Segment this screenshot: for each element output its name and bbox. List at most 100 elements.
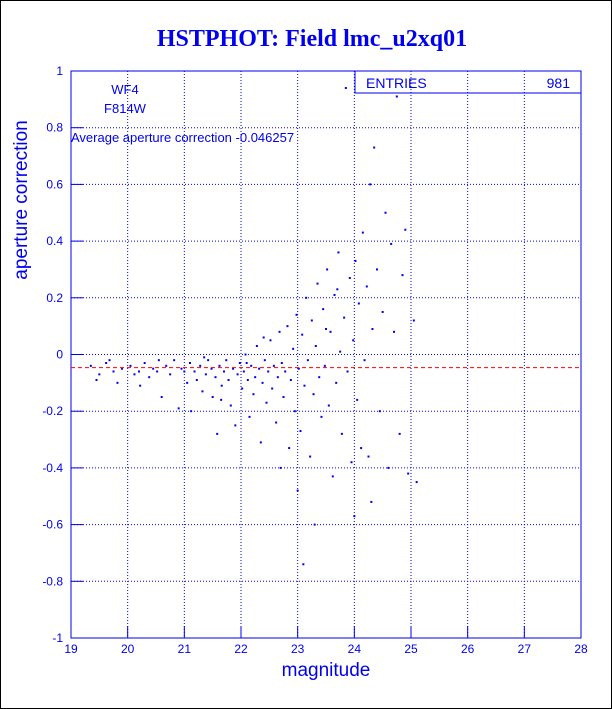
data-point [384, 211, 387, 214]
data-point [261, 381, 264, 384]
data-point [173, 359, 176, 362]
data-point [407, 472, 410, 475]
data-point [210, 367, 213, 370]
data-point [350, 461, 353, 464]
data-point [312, 393, 315, 396]
data-point [306, 359, 309, 362]
data-point [234, 424, 237, 427]
data-point [157, 359, 160, 362]
x-tick-label: 27 [518, 642, 532, 656]
data-point [276, 376, 279, 379]
data-point [376, 268, 378, 271]
data-point [160, 396, 163, 399]
data-point [275, 421, 278, 424]
data-point [309, 455, 312, 458]
data-point [340, 432, 343, 435]
grid-layer [71, 71, 581, 638]
data-point [401, 274, 404, 277]
data-point [244, 353, 247, 356]
x-tick-label: 21 [178, 642, 192, 656]
data-point [218, 364, 221, 367]
data-point [346, 370, 349, 373]
y-tick-label: -1 [52, 631, 63, 645]
data-point [262, 336, 265, 339]
data-point [335, 381, 338, 384]
data-point [223, 370, 225, 373]
data-point [232, 367, 235, 370]
data-point [252, 393, 255, 396]
data-point [333, 293, 336, 296]
data-point [361, 231, 364, 234]
data-point [295, 313, 298, 316]
data-point [378, 410, 381, 413]
stats-entries-value: 981 [547, 75, 571, 91]
data-point [288, 447, 291, 450]
data-point [296, 489, 299, 492]
data-point [343, 316, 346, 319]
data-point [152, 367, 155, 370]
data-point [387, 466, 390, 469]
data-point [263, 359, 266, 362]
data-point [284, 370, 287, 373]
y-tick-label: -0.8 [42, 574, 63, 588]
data-point [204, 373, 207, 376]
data-point [302, 563, 305, 566]
data-point [393, 330, 395, 333]
x-tick-label: 25 [404, 642, 418, 656]
data-point [322, 308, 325, 311]
data-point [356, 398, 359, 401]
data-point [156, 370, 159, 373]
x-tick-label: 26 [461, 642, 475, 656]
data-point [316, 282, 319, 285]
data-point [344, 87, 347, 90]
data-point [190, 410, 193, 413]
data-point [282, 396, 285, 399]
data-point [286, 325, 289, 328]
data-point [297, 367, 300, 370]
x-tick-label: 23 [291, 642, 305, 656]
data-point [352, 339, 355, 342]
annotation-average: Average aperture correction -0.046257 [71, 130, 294, 145]
data-point [165, 364, 168, 367]
data-point [314, 344, 317, 347]
data-point [258, 367, 261, 370]
data-point [267, 370, 270, 373]
data-point [337, 251, 340, 254]
data-point [365, 285, 368, 288]
data-point [313, 523, 316, 526]
data-point [180, 367, 183, 370]
data-point [211, 396, 214, 399]
y-tick-label: -0.4 [42, 461, 63, 475]
data-point [327, 404, 330, 407]
data-point [336, 288, 339, 291]
data-point [133, 373, 136, 376]
data-point [148, 376, 151, 379]
stats-entries-label: ENTRIES [366, 75, 427, 91]
data-point [183, 370, 186, 373]
data-point [238, 362, 241, 365]
data-point [279, 466, 282, 469]
data-point [195, 379, 198, 382]
data-point [371, 327, 374, 330]
x-tick-label: 20 [121, 642, 135, 656]
data-point [169, 373, 172, 376]
data-point [186, 381, 189, 384]
data-point [89, 364, 92, 367]
data-point [331, 475, 334, 478]
data-point [326, 268, 329, 271]
chart-title: HSTPHOT: Field lmc_u2xq01 [157, 26, 467, 52]
data-point [305, 296, 308, 299]
data-point [360, 447, 363, 450]
data-point [177, 407, 180, 410]
data-point [216, 432, 219, 435]
data-point [373, 146, 376, 149]
data-point [370, 500, 373, 503]
data-point [329, 330, 332, 333]
data-point [323, 364, 326, 367]
data-point [348, 276, 351, 279]
data-point [143, 362, 146, 365]
y-tick-label: 1 [56, 64, 63, 78]
x-axis-title: magnitude [282, 660, 371, 681]
stats-box [354, 70, 582, 94]
data-point [412, 319, 415, 322]
